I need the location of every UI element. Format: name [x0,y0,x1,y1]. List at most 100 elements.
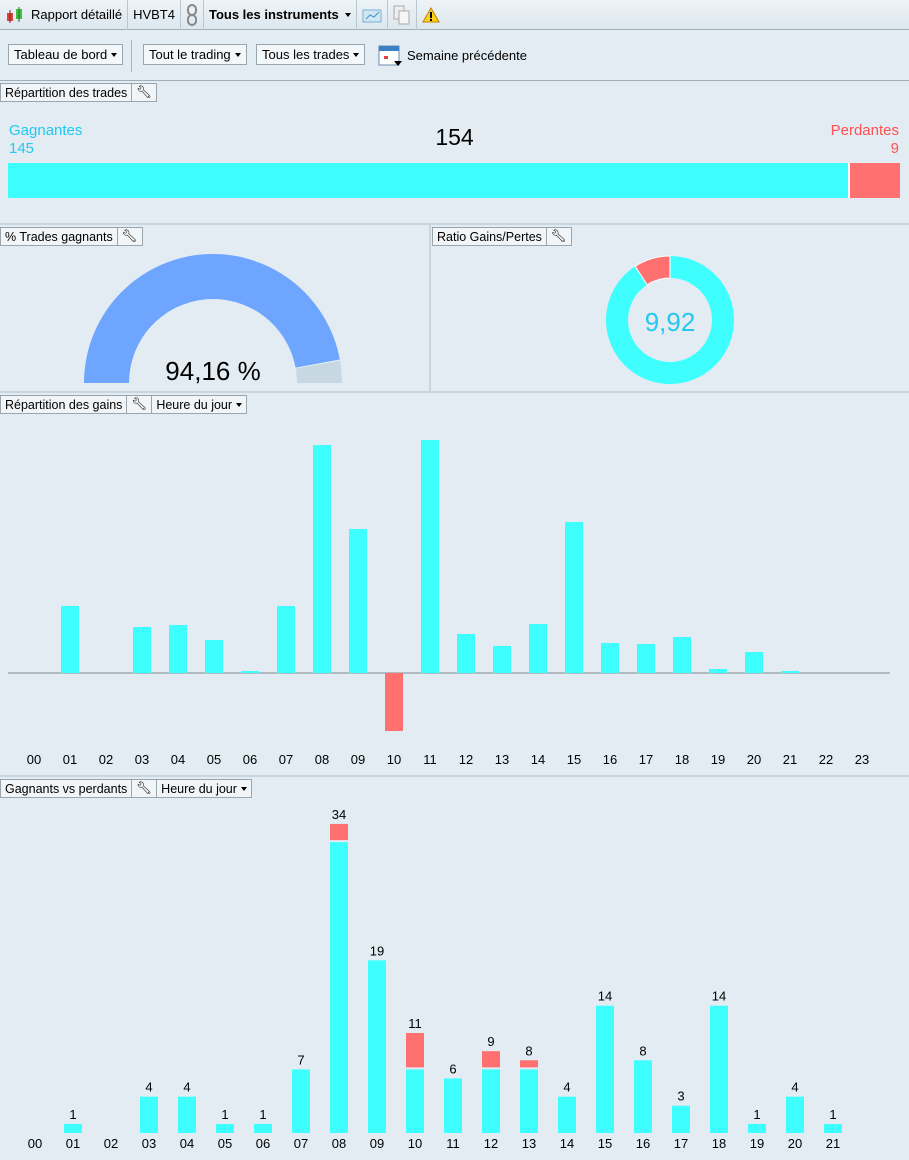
winners-bar-10 [406,1069,424,1133]
report-tab[interactable]: Rapport détaillé [0,0,129,30]
hour-dropdown-label: Heure du jour [156,397,233,412]
losers-info: Perdantes 9 [831,122,899,158]
winners-bar-17 [672,1105,690,1133]
candlestick-icon [7,6,22,23]
hour-dropdown[interactable]: Heure du jour [152,396,246,413]
winloss-panel-title: Gagnants vs perdants 🔧︎ Heure du jour [0,779,252,798]
data-label: 8 [639,1043,646,1058]
winners-bar-15 [596,1005,614,1133]
x-tick-label: 17 [639,752,653,767]
add-chart-button[interactable] [357,0,388,30]
win-pct-panel-title: % Trades gagnants 🔧︎ [0,227,143,246]
x-tick-label: 19 [711,752,725,767]
wrench-icon[interactable]: 🔧︎ [127,396,153,413]
losers-bar-12 [482,1051,500,1068]
panel-title: % Trades gagnants [1,228,118,245]
data-label: 1 [69,1107,76,1122]
dashboard-dropdown[interactable]: Tableau de bord [8,44,124,65]
x-tick-label: 07 [279,752,293,767]
x-tick-label: 09 [351,752,365,767]
winners-bar-14 [558,1096,576,1133]
calendar-icon [378,45,402,66]
x-tick-label: 06 [256,1136,270,1151]
instruments-dropdown[interactable]: Tous les instruments [204,0,357,30]
x-tick-label: 11 [446,1136,460,1151]
bar-17 [637,644,655,673]
x-tick-label: 04 [171,752,185,767]
data-label: 4 [183,1080,190,1095]
x-tick-label: 17 [674,1136,688,1151]
data-label: 11 [408,1016,422,1031]
hour-dropdown-label: Heure du jour [161,781,237,796]
trades-split-bar [8,163,900,198]
winners-bar-03 [140,1096,158,1133]
period-selector[interactable]: Semaine précédente [378,43,527,67]
donut-gains-slice [606,256,734,384]
x-tick-label: 09 [370,1136,384,1151]
losers-count: 9 [890,140,899,157]
bar-19 [709,669,727,673]
trading-label: Tout le trading [149,47,231,62]
x-tick-label: 12 [484,1136,498,1151]
winners-info: Gagnantes 145 [9,122,82,158]
data-label: 3 [677,1089,684,1104]
report-label: Rapport détaillé [31,7,123,22]
losers-bar-08 [330,823,348,841]
divider [0,775,909,777]
winners-bar-21 [824,1123,842,1133]
gauge-remainder [295,360,342,383]
trades-dropdown[interactable]: Tous les trades [256,44,366,65]
chevron-down-icon [240,786,247,791]
divider [131,40,132,72]
chevron-down-icon [234,52,241,57]
x-tick-label: 14 [560,1136,574,1151]
winners-bar-07 [292,1069,310,1133]
x-tick-label: 16 [603,752,617,767]
x-tick-label: 10 [387,752,401,767]
copy-icon [393,5,410,24]
trades-label: Tous les trades [262,47,350,62]
divider [0,391,909,393]
hour-dropdown[interactable]: Heure du jour [157,780,251,797]
x-tick-label: 14 [531,752,545,767]
x-tick-label: 18 [712,1136,726,1151]
wrench-icon[interactable]: 🔧︎ [121,229,138,243]
winners-count: 145 [9,140,35,157]
period-label: Semaine précédente [407,47,527,63]
link-button[interactable] [181,0,204,30]
wrench-icon[interactable]: 🔧︎ [132,780,158,797]
divider [0,223,909,225]
losers-label: Perdantes [830,122,899,139]
warning-button[interactable] [417,0,445,30]
panel-title: Gagnants vs perdants [1,780,133,797]
data-label: 1 [753,1107,760,1122]
winners-bar [8,163,848,198]
x-tick-label: 08 [332,1136,346,1151]
account-selector[interactable]: HVBT4 [128,0,181,30]
data-label: 1 [259,1107,266,1122]
repartition-panel-title: Répartition des trades 🔧︎ [0,83,158,102]
chart-add-icon [362,9,382,22]
gauge-value-arc [84,254,340,383]
bar-05 [205,640,223,673]
x-tick-label: 00 [28,1136,42,1151]
x-tick-label: 21 [826,1136,840,1151]
trading-dropdown[interactable]: Tout le trading [143,44,247,65]
divider [429,225,431,392]
x-tick-label: 20 [747,752,761,767]
losers-bar-10 [406,1033,424,1068]
chevron-down-icon [236,402,243,407]
data-label: 4 [563,1080,570,1095]
warning-icon [421,6,440,22]
x-tick-label: 22 [819,752,833,767]
winners-bar-05 [216,1123,234,1133]
copy-button[interactable] [388,0,417,30]
wrench-icon[interactable]: 🔧︎ [136,85,153,99]
wrench-icon[interactable]: 🔧︎ [550,229,567,243]
bar-12 [457,634,475,673]
data-label: 9 [487,1034,494,1049]
data-label: 4 [145,1080,152,1095]
instruments-label: Tous les instruments [208,7,339,22]
winners-bar-20 [786,1096,804,1133]
